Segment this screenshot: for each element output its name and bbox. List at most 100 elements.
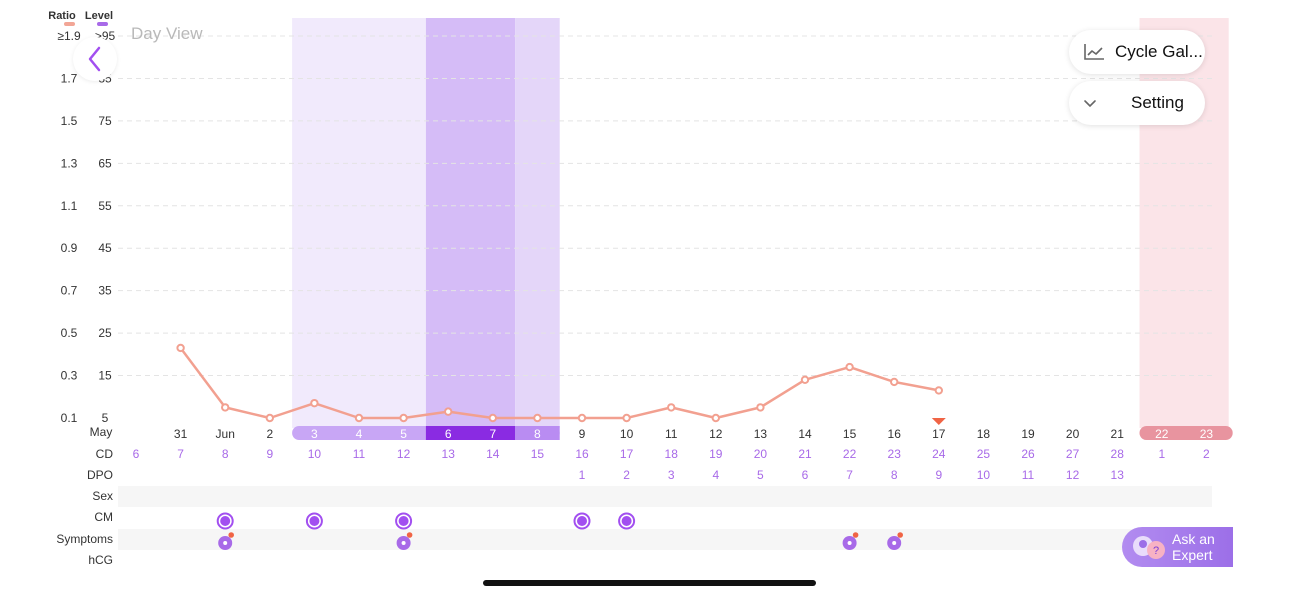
row-label-sex: Sex (92, 489, 113, 503)
date-label: 16 (888, 427, 902, 441)
cd-label: 1 (1158, 447, 1165, 461)
symptom-marker-dot (406, 532, 413, 538)
cd-label: 22 (843, 447, 857, 461)
data-point (221, 403, 230, 412)
date-label: 9 (579, 427, 586, 441)
row-label-dpo: DPO (87, 468, 113, 482)
date-label: 10 (620, 427, 634, 441)
cm-marker-dot (577, 516, 587, 526)
date-label: 11 (665, 427, 678, 441)
cm-marker-dot (220, 516, 231, 526)
cd-label: 2 (1203, 447, 1210, 461)
cd-label: 11 (353, 447, 366, 461)
data-point (176, 343, 185, 353)
dpo-label: 9 (935, 468, 942, 482)
back-button[interactable] (73, 37, 117, 81)
cd-label: 8 (222, 447, 229, 461)
data-point (577, 413, 587, 423)
data-point (265, 413, 274, 423)
back-chevron-icon (88, 46, 101, 72)
home-indicator (483, 580, 816, 586)
dpo-label: 10 (977, 468, 991, 482)
cd-label: 21 (798, 447, 812, 461)
date-label: 15 (843, 427, 857, 441)
data-point (622, 413, 631, 423)
cycle-gallery-button[interactable]: Cycle Gal... (1069, 30, 1205, 74)
y-ratio-tick: 0.1 (61, 411, 78, 425)
date-label: 5 (400, 427, 407, 441)
cd-label: 15 (531, 447, 545, 461)
ratio-line (179, 347, 940, 420)
line-chart-icon (1084, 44, 1104, 60)
cm-marker-dot (309, 516, 320, 526)
cd-label: 28 (1111, 447, 1125, 461)
data-point (711, 413, 720, 423)
cd-label: 24 (932, 447, 946, 461)
expert-chat-icon: ? (1130, 533, 1168, 561)
data-point (354, 413, 364, 423)
date-label: 18 (977, 427, 991, 441)
date-label: 14 (798, 427, 812, 441)
y-level-tick: 15 (98, 369, 112, 383)
dpo-label: 12 (1066, 468, 1080, 482)
view-title: Day View (131, 24, 203, 43)
ask-expert-line1: Ask an (1172, 531, 1215, 547)
date-label: 23 (1200, 427, 1214, 441)
cd-label: 18 (665, 447, 679, 461)
data-point (756, 403, 765, 412)
svg-text:?: ? (1153, 545, 1159, 557)
cd-label: 13 (442, 447, 456, 461)
legend-ratio-label: Ratio (48, 10, 76, 22)
data-point (399, 413, 408, 423)
data-point (667, 403, 676, 412)
date-label: 21 (1111, 427, 1125, 441)
date-label: 3 (311, 427, 318, 441)
y-level-tick: 25 (98, 326, 112, 340)
legend-level-label: Level (85, 10, 113, 22)
y-ratio-tick: 1.5 (61, 114, 78, 128)
setting-label: Setting (1131, 93, 1184, 112)
y-ratio-tick: 1.7 (61, 71, 78, 85)
y-ratio-tick: ≥1.9 (57, 29, 81, 43)
cd-label: 6 (133, 447, 140, 461)
dpo-label: 4 (712, 468, 719, 482)
month-label: May (90, 425, 113, 439)
data-point (533, 413, 542, 423)
row-label-hcg: hCG (88, 553, 113, 567)
cd-label: 9 (266, 447, 273, 461)
y-ratio-tick: 1.3 (61, 156, 78, 170)
peak-date-bar (425, 426, 516, 440)
date-label: 17 (932, 427, 946, 441)
data-point (444, 407, 453, 416)
cd-label: 26 (1021, 447, 1035, 461)
row-label-cd: CD (96, 447, 114, 461)
date-label: 12 (709, 427, 723, 441)
dpo-label: 3 (668, 468, 675, 482)
period-band (1139, 18, 1229, 428)
symptom-marker-dot (852, 532, 859, 538)
cd-label: 17 (620, 447, 634, 461)
data-point (488, 413, 497, 423)
symptom-marker-glyph (401, 541, 406, 545)
setting-button[interactable]: Setting (1069, 81, 1205, 125)
data-point (800, 375, 810, 384)
date-label: 31 (174, 427, 188, 441)
date-label: Jun (216, 427, 235, 441)
y-level-tick: 5 (102, 411, 109, 425)
date-label: 19 (1021, 427, 1035, 441)
legend-ratio-swatch (64, 22, 75, 26)
date-label: 4 (356, 427, 363, 441)
cd-label: 25 (977, 447, 991, 461)
cd-label: 16 (575, 447, 589, 461)
ask-expert-button[interactable]: ? Ask an Expert (1122, 527, 1233, 567)
dpo-label: 8 (891, 468, 898, 482)
data-point (310, 398, 319, 408)
dpo-label: 6 (802, 468, 809, 482)
row-band-0 (118, 486, 1212, 507)
data-point (845, 362, 854, 372)
symptom-marker-glyph (847, 541, 852, 545)
y-level-tick: 45 (98, 241, 112, 255)
dpo-label: 1 (579, 468, 586, 482)
dpo-label: 2 (623, 468, 630, 482)
chevron-down-icon (1084, 100, 1096, 108)
